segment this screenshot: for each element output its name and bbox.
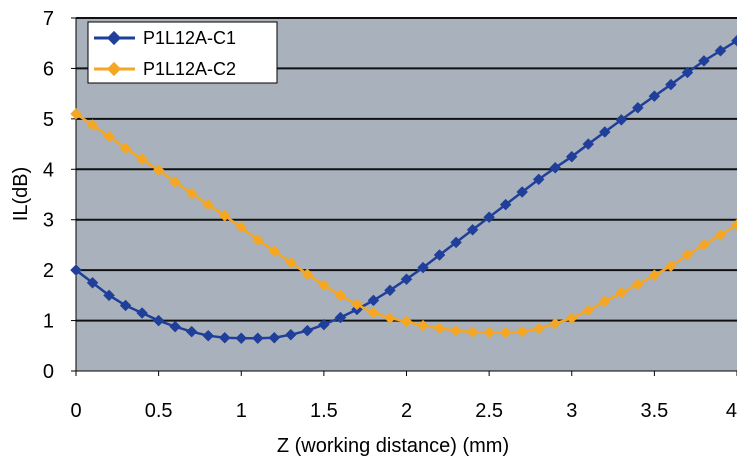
x-tick-label-7: 3.5 xyxy=(640,400,668,422)
x-tick-label-6: 3 xyxy=(566,400,577,422)
y-tick-label-7: 7 xyxy=(43,8,54,30)
y-tick-label-5: 5 xyxy=(43,109,54,131)
x-tick-label-4: 2 xyxy=(401,400,412,422)
legend-label-c1: P1L12A-C1 xyxy=(143,28,236,48)
x-tick-label-8: 4 xyxy=(726,400,737,422)
x-tick-label-2: 1 xyxy=(236,400,247,422)
y-tick-label-1: 1 xyxy=(43,311,54,333)
x-tick-label-5: 2.5 xyxy=(475,400,503,422)
y-tick-label-6: 6 xyxy=(43,58,54,80)
y-tick-label-2: 2 xyxy=(43,260,54,282)
x-tick-label-0: 0 xyxy=(70,400,81,422)
x-axis-label: Z (working distance) (mm) xyxy=(277,435,509,457)
x-tick-label-1: 0.5 xyxy=(145,400,173,422)
y-tick-label-0: 0 xyxy=(43,361,54,383)
y-axis-label: IL(dB) xyxy=(10,167,32,221)
legend-label-c2: P1L12A-C2 xyxy=(143,59,236,79)
x-tick-label-3: 1.5 xyxy=(310,400,338,422)
y-tick-label-4: 4 xyxy=(43,159,54,181)
legend: P1L12A-C1 P1L12A-C2 xyxy=(88,22,277,83)
y-tick-label-3: 3 xyxy=(43,210,54,232)
